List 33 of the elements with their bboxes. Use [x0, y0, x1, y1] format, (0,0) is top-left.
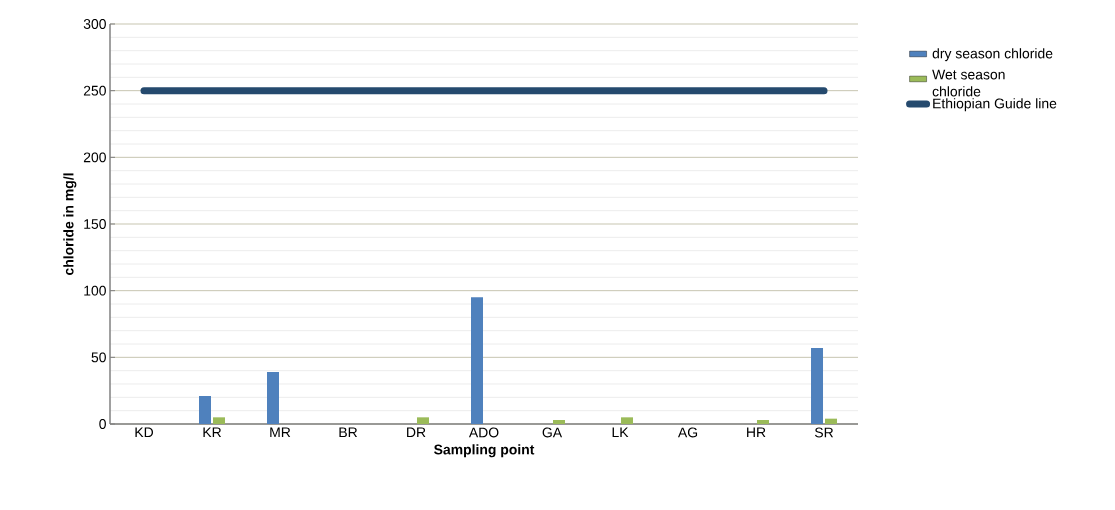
x-tick-label: LK: [612, 427, 629, 438]
y-axis-title: chloride in mg/l: [63, 173, 77, 275]
bar: [621, 417, 634, 424]
x-tick-label: GA: [542, 427, 563, 438]
legend-label: dry season chloride: [932, 48, 1053, 62]
y-tick-label: 200: [83, 152, 106, 163]
x-tick-label: DR: [407, 427, 426, 438]
x-tick-label: KR: [203, 427, 222, 438]
bar: [267, 372, 279, 424]
y-tick-label: 0: [99, 419, 106, 429]
y-tick-label: 50: [91, 352, 106, 363]
x-tick-label: AG: [677, 427, 698, 438]
bar: [825, 418, 838, 424]
x-tick-label: ADO: [468, 427, 499, 438]
bar: [213, 417, 225, 424]
bar: [553, 420, 566, 424]
x-tick-label: SR: [814, 427, 834, 438]
bar: [199, 396, 211, 424]
x-axis-title: Sampling point: [434, 444, 535, 458]
x-tick-label: HR: [747, 427, 766, 438]
bar: [757, 420, 770, 424]
legend-label: Ethiopian Guide line: [933, 98, 1057, 112]
y-tick-label: 100: [84, 285, 106, 296]
x-tick-label: BR: [339, 427, 358, 438]
y-tick-label: 150: [84, 219, 106, 229]
x-tick-label: KD: [135, 427, 154, 438]
legend-label: Wet season chloride: [932, 69, 1005, 97]
y-tick-label: 250: [83, 85, 106, 96]
bar: [417, 417, 429, 424]
bar: [471, 297, 483, 424]
y-tick-label: 300: [83, 19, 106, 29]
x-tick-label: MR: [270, 427, 291, 438]
bar: [811, 348, 824, 424]
